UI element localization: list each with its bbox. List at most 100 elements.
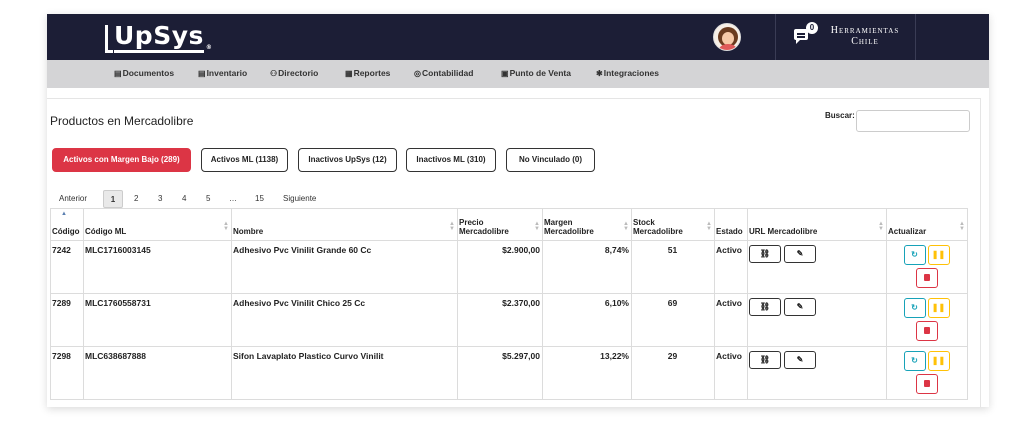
avatar-body: [719, 44, 737, 50]
link-icon: ⛓: [759, 355, 771, 364]
table-row: 7242 MLC1716003145 Adhesivo Pvc Vinilit …: [50, 240, 968, 294]
user-avatar[interactable]: [713, 23, 741, 51]
menu-item-documentos[interactable]: ▤Documentos: [114, 68, 174, 78]
col-label: Mercadolibre: [459, 227, 509, 236]
cell-codigo: 7298: [50, 346, 84, 400]
col-label: Actualizar: [888, 227, 927, 236]
col-label: Código ML: [85, 227, 127, 236]
col-label: Estado: [716, 227, 743, 236]
inventory-icon: ▤: [198, 69, 206, 78]
trash-icon: [923, 380, 930, 388]
edit-url-button[interactable]: ✎: [784, 351, 816, 369]
link-url-button[interactable]: ⛓: [749, 298, 781, 316]
cell-nombre: Adhesivo Pvc Vinilit Chico 25 Cc: [231, 293, 458, 347]
sort-icon: ▲ ▼: [959, 221, 965, 232]
reports-icon: ▦: [345, 69, 353, 78]
refresh-button[interactable]: ↻: [903, 298, 926, 318]
pagination-prev[interactable]: Anterior: [59, 194, 88, 203]
accounting-icon: ◎: [414, 69, 421, 78]
cell-stock: 51: [631, 240, 715, 294]
company-name-line2: Chile: [851, 36, 879, 47]
menu-item-reportes[interactable]: ▦Reportes: [345, 68, 390, 78]
menu-item-inventario[interactable]: ▤Inventario: [198, 68, 247, 78]
page-title: Productos en Mercadolibre: [50, 114, 194, 128]
edit-url-button[interactable]: ✎: [784, 298, 816, 316]
col-url[interactable]: URL Mercadolibre ▲ ▼: [747, 208, 887, 241]
company-name[interactable]: Herramientas Chile: [825, 25, 905, 47]
sort-icon: ▲ ▼: [449, 221, 455, 232]
table-header-row: ▲ Código Código ML ▲ ▼ Nombre ▲ ▼ Precio Merca…: [50, 208, 968, 241]
edit-url-button[interactable]: ✎: [784, 245, 816, 263]
cell-url: ⛓ ✎: [747, 240, 887, 294]
delete-button[interactable]: [915, 268, 938, 288]
document-icon: ▤: [114, 69, 122, 78]
menu-item-label: Documentos: [122, 68, 175, 78]
menu-item-label: Contabilidad: [421, 68, 474, 78]
filter-activos-margen-bajo[interactable]: Activos con Margen Bajo (289): [52, 148, 191, 172]
col-margen[interactable]: Margen Mercadolibre ▲ ▼: [542, 208, 632, 241]
logo-registered-mark: ®: [205, 44, 213, 51]
pos-icon: ▣: [501, 69, 509, 78]
pause-button[interactable]: ❚❚: [927, 245, 950, 265]
filter-no-vinculado[interactable]: No Vinculado (0): [506, 148, 595, 172]
cell-codigo: 7289: [50, 293, 84, 347]
pagination-page[interactable]: 2: [134, 194, 139, 203]
col-label: Mercadolibre: [544, 227, 594, 236]
refresh-button[interactable]: ↻: [903, 351, 926, 371]
logo-bracket: [105, 25, 113, 53]
col-stock[interactable]: Stock Mercadolibre ▲ ▼: [631, 208, 715, 241]
pagination-page[interactable]: 5: [206, 194, 211, 203]
pagination-page[interactable]: 4: [182, 194, 187, 203]
sort-icon: ▲ ▼: [534, 221, 540, 232]
pause-icon: ❚❚: [931, 356, 946, 365]
pause-icon: ❚❚: [931, 250, 946, 259]
integrations-icon: ✱: [596, 69, 603, 78]
col-actualizar[interactable]: Actualizar ▲ ▼: [886, 208, 968, 241]
menu-item-contabilidad[interactable]: ◎Contabilidad: [414, 68, 473, 78]
pagination-page-current[interactable]: 1: [103, 190, 123, 208]
trash-icon: [923, 274, 930, 282]
upsys-logo[interactable]: UpSys ®: [105, 21, 212, 53]
pause-button[interactable]: ❚❚: [927, 298, 950, 318]
link-url-button[interactable]: ⛓: [749, 245, 781, 263]
refresh-button[interactable]: ↻: [903, 245, 926, 265]
col-precio[interactable]: Precio Mercadolibre ▲ ▼: [457, 208, 543, 241]
delete-button[interactable]: [915, 321, 938, 341]
filter-inactivos-upsys[interactable]: Inactivos UpSys (12): [298, 148, 397, 172]
cell-estado: Activo: [714, 240, 748, 294]
col-label: URL Mercadolibre: [749, 227, 818, 236]
cell-estado: Activo: [714, 346, 748, 400]
filter-inactivos-ml[interactable]: Inactivos ML (310): [406, 148, 496, 172]
cell-precio: $2.900,00: [457, 240, 543, 294]
filter-activos-ml[interactable]: Activos ML (1138): [201, 148, 288, 172]
menu-item-label: Reportes: [353, 68, 391, 78]
col-nombre[interactable]: Nombre ▲ ▼: [231, 208, 458, 241]
col-label: Stock: [633, 218, 655, 227]
company-name-line1: Herramientas: [830, 25, 900, 36]
content-panel: [47, 98, 981, 407]
col-label: Precio: [459, 218, 484, 227]
cell-url: ⛓ ✎: [747, 346, 887, 400]
col-codigo[interactable]: ▲ Código: [50, 208, 84, 241]
search-input[interactable]: [856, 110, 970, 132]
pagination-page[interactable]: 3: [158, 194, 163, 203]
menu-item-punto-de-venta[interactable]: ▣Punto de Venta: [501, 68, 571, 78]
pause-button[interactable]: ❚❚: [927, 351, 950, 371]
link-url-button[interactable]: ⛓: [749, 351, 781, 369]
col-label: Mercadolibre: [633, 227, 683, 236]
pagination-page[interactable]: 15: [255, 194, 264, 203]
menu-item-integraciones[interactable]: ✱Integraciones: [596, 68, 659, 78]
delete-button[interactable]: [915, 374, 938, 394]
cell-codigo-ml: MLC1716003145: [83, 240, 232, 294]
menu-item-directorio[interactable]: ⚇Directorio: [270, 68, 318, 78]
chat-icon[interactable]: [794, 29, 808, 44]
col-estado[interactable]: Estado: [714, 208, 748, 241]
sort-asc-icon: ▲: [61, 211, 67, 217]
cell-url: ⛓ ✎: [747, 293, 887, 347]
trash-icon: [923, 327, 930, 335]
pagination-next[interactable]: Siguiente: [283, 194, 317, 203]
main-menu: ▤Documentos ▤Inventario ⚇Directorio ▦Rep…: [47, 60, 989, 88]
col-label: Código: [52, 227, 80, 236]
cell-nombre: Adhesivo Pvc Vinilit Grande 60 Cc: [231, 240, 458, 294]
col-codigo-ml[interactable]: Código ML ▲ ▼: [83, 208, 232, 241]
